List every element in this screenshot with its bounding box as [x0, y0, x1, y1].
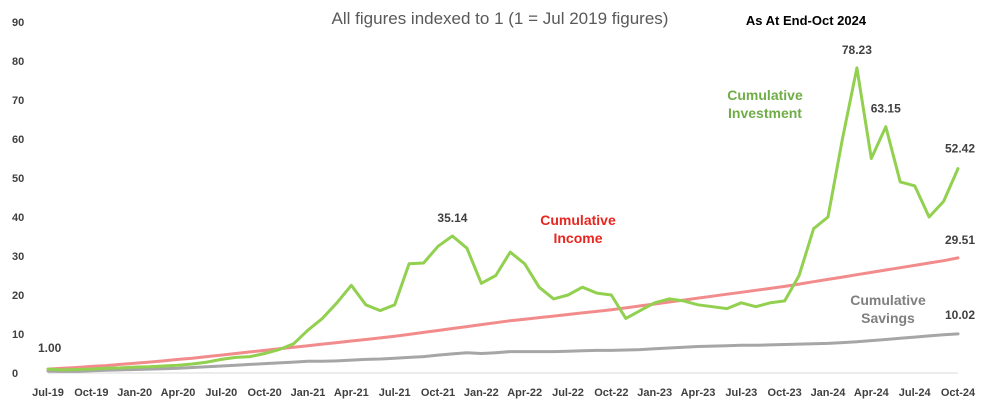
data-label: 29.51 [945, 233, 975, 247]
cumulative-savings-label-line: Cumulative [850, 292, 926, 308]
x-tick-label: Oct-23 [768, 387, 802, 399]
x-tick-label: Jul-22 [552, 387, 584, 399]
x-tick-label: Apr-22 [507, 387, 542, 399]
x-tick-label: Oct-22 [594, 387, 628, 399]
data-labels: 1.00 35.14 78.23 63.15 52.42 29.51 10.02 [38, 43, 975, 355]
x-tick-label: Oct-24 [941, 387, 976, 399]
x-tick-label: Oct-21 [421, 387, 455, 399]
x-tick-label: Jul-24 [899, 387, 932, 399]
cumulative-income-label-line: Cumulative [540, 212, 616, 228]
x-tick-label: Jul-20 [205, 387, 237, 399]
y-tick-label: 30 [12, 251, 24, 263]
data-label: 52.42 [945, 142, 975, 156]
cumulative-savings-line [46, 332, 960, 373]
cumulative-savings-label-line: Savings [861, 310, 915, 326]
x-tick-label: Apr-23 [681, 387, 716, 399]
data-label: 10.02 [945, 308, 975, 322]
cumulative-investment-label-line: Cumulative [727, 87, 803, 103]
y-tick-label: 20 [12, 290, 24, 302]
x-tick-label: Jan-23 [637, 387, 672, 399]
x-tick-label: Jan-22 [464, 387, 499, 399]
data-label: 35.14 [437, 211, 467, 225]
x-tick-label: Apr-20 [161, 387, 196, 399]
x-tick-label: Jan-20 [117, 387, 152, 399]
y-axis: 0 10 20 30 40 50 60 70 80 90 [12, 17, 24, 380]
chart-subtitle: As At End-Oct 2024 [746, 13, 867, 28]
chart-title: All figures indexed to 1 (1 = Jul 2019 f… [332, 9, 669, 28]
x-tick-label: Apr-21 [334, 387, 369, 399]
cumulative-investment-label: Cumulative Investment [727, 87, 803, 121]
series-lines [46, 66, 960, 373]
y-tick-label: 0 [12, 368, 18, 380]
x-axis: Jul-19 Oct-19 Jan-20 Apr-20 Jul-20 Oct-20 Jan-… [32, 372, 976, 399]
data-label: 78.23 [842, 43, 872, 57]
y-tick-label: 10 [12, 329, 24, 341]
x-tick-label: Apr-24 [854, 387, 890, 399]
data-label: 1.00 [38, 341, 62, 355]
x-tick-label: Oct-19 [74, 387, 108, 399]
data-label: 63.15 [871, 102, 901, 116]
y-tick-label: 80 [12, 56, 24, 68]
y-tick-label: 90 [12, 17, 24, 29]
cumulative-savings-label: Cumulative Savings [850, 292, 926, 326]
y-tick-label: 50 [12, 173, 24, 185]
cumulative-investment-line [46, 66, 960, 372]
x-tick-label: Jan-24 [811, 387, 847, 399]
cumulative-income-label-line: Income [553, 230, 602, 246]
cumulative-investment-label-line: Investment [728, 105, 802, 121]
y-tick-label: 60 [12, 134, 24, 146]
x-tick-label: Jul-23 [725, 387, 757, 399]
cumulative-income-line [46, 256, 960, 371]
x-tick-label: Jan-21 [291, 387, 326, 399]
y-tick-label: 70 [12, 95, 24, 107]
x-tick-label: Oct-20 [248, 387, 282, 399]
x-tick-label: Jul-19 [32, 387, 64, 399]
y-tick-label: 40 [12, 212, 24, 224]
x-tick-label: Jul-21 [379, 387, 411, 399]
cumulative-income-label: Cumulative Income [540, 212, 616, 246]
